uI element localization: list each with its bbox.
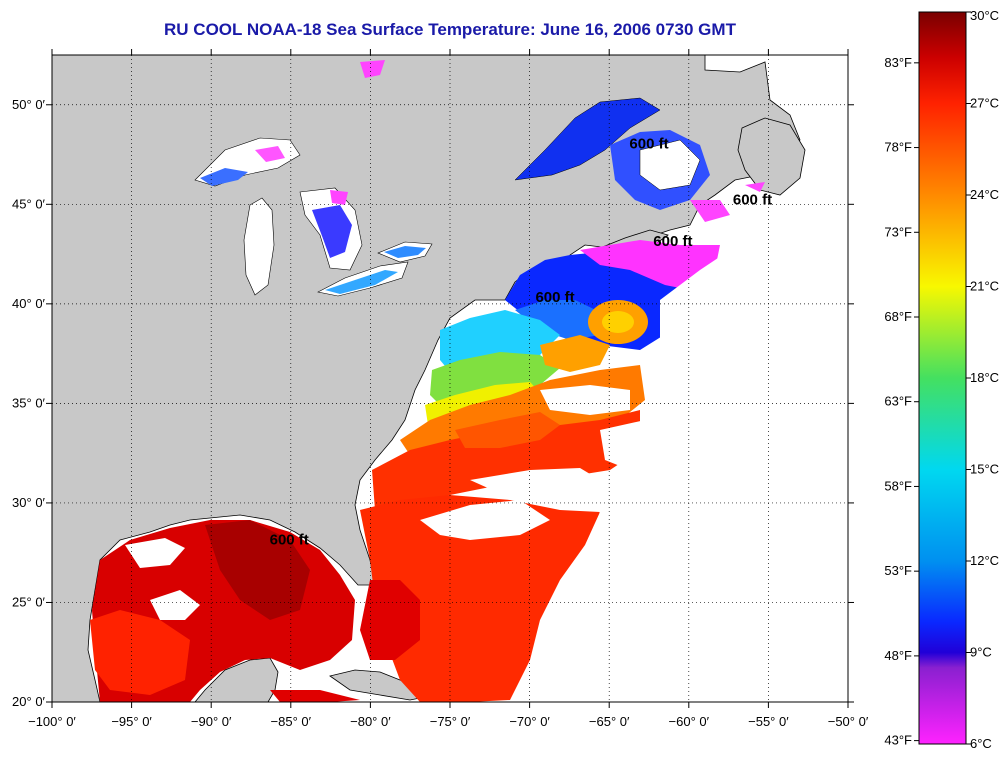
fahrenheit-label: 68°F [884, 309, 912, 324]
lon-tick-label: −75° 0′ [430, 714, 471, 729]
lat-tick-label: 25° 0′ [12, 594, 46, 609]
lat-tick-label: 35° 0′ [12, 395, 46, 410]
latitude-axis: 20° 0′ 25° 0′ 30° 0′ 35° 0′ 40° 0′ 45° 0′ 50° … [12, 97, 854, 709]
lat-tick-label: 30° 0′ [12, 495, 46, 510]
fahrenheit-label: 58°F [884, 478, 912, 493]
lon-tick-label: −55° 0′ [748, 714, 789, 729]
celsius-label: 9°C [970, 645, 992, 660]
fahrenheit-label: 48°F [884, 648, 912, 663]
lon-tick-label: −90° 0′ [191, 714, 232, 729]
lat-tick-label: 50° 0′ [12, 97, 46, 112]
fahrenheit-label: 73°F [884, 224, 912, 239]
lon-tick-label: −50° 0′ [828, 714, 869, 729]
fahrenheit-label: 78°F [884, 140, 912, 155]
land-newfoundland [737, 117, 806, 196]
lon-tick-label: −85° 0′ [271, 714, 312, 729]
fahrenheit-label: 43°F [884, 733, 912, 748]
fahrenheit-label: 83°F [884, 55, 912, 70]
contour-label: 600 ft [653, 233, 692, 250]
lon-tick-label: −65° 0′ [589, 714, 630, 729]
celsius-label: 24°C [970, 187, 999, 202]
lat-tick-label: 45° 0′ [12, 196, 46, 211]
colorbar-fahrenheit-labels: 83°F 78°F 73°F 68°F 63°F 58°F 53°F 48°F 43°F [884, 55, 919, 748]
lat-tick-label: 20° 0′ [12, 694, 46, 709]
contour-label: 600 ft [535, 289, 574, 306]
longitude-axis: −100° 0′ −95° 0′ −90° 0′ −85° 0′ −80° 0′ −75°… [28, 49, 869, 729]
contour-label: 600 ft [733, 191, 772, 208]
celsius-label: 30°C [970, 8, 999, 23]
st-lawrence-water [514, 97, 661, 181]
lon-tick-label: −70° 0′ [509, 714, 550, 729]
contour-labels: 600 ft 600 ft 600 ft 600 ft 600 ft [270, 136, 772, 549]
lat-tick-label: 40° 0′ [12, 296, 46, 311]
contour-label: 600 ft [270, 532, 309, 549]
colorbar [918, 11, 967, 745]
sst-field [90, 240, 848, 702]
graticule [52, 55, 848, 702]
celsius-label: 12°C [970, 553, 999, 568]
map-title: RU COOL NOAA-18 Sea Surface Temperature:… [164, 20, 736, 39]
celsius-label: 18°C [970, 370, 999, 385]
lon-tick-label: −95° 0′ [111, 714, 152, 729]
celsius-label: 21°C [970, 279, 999, 294]
contour-label: 600 ft [629, 136, 668, 153]
gulf-white [639, 139, 701, 191]
fahrenheit-label: 63°F [884, 394, 912, 409]
lon-tick-label: −100° 0′ [28, 714, 76, 729]
celsius-label: 27°C [970, 96, 999, 111]
lon-tick-label: −80° 0′ [350, 714, 391, 729]
celsius-label: 6°C [970, 736, 992, 751]
great-lakes [194, 137, 433, 297]
celsius-label: 15°C [970, 462, 999, 477]
colorbar-celsius-labels: 30°C 27°C 24°C 21°C 18°C 15°C 12°C 9°C 6°C [966, 8, 999, 751]
lon-tick-label: −60° 0′ [669, 714, 710, 729]
fahrenheit-label: 53°F [884, 563, 912, 578]
